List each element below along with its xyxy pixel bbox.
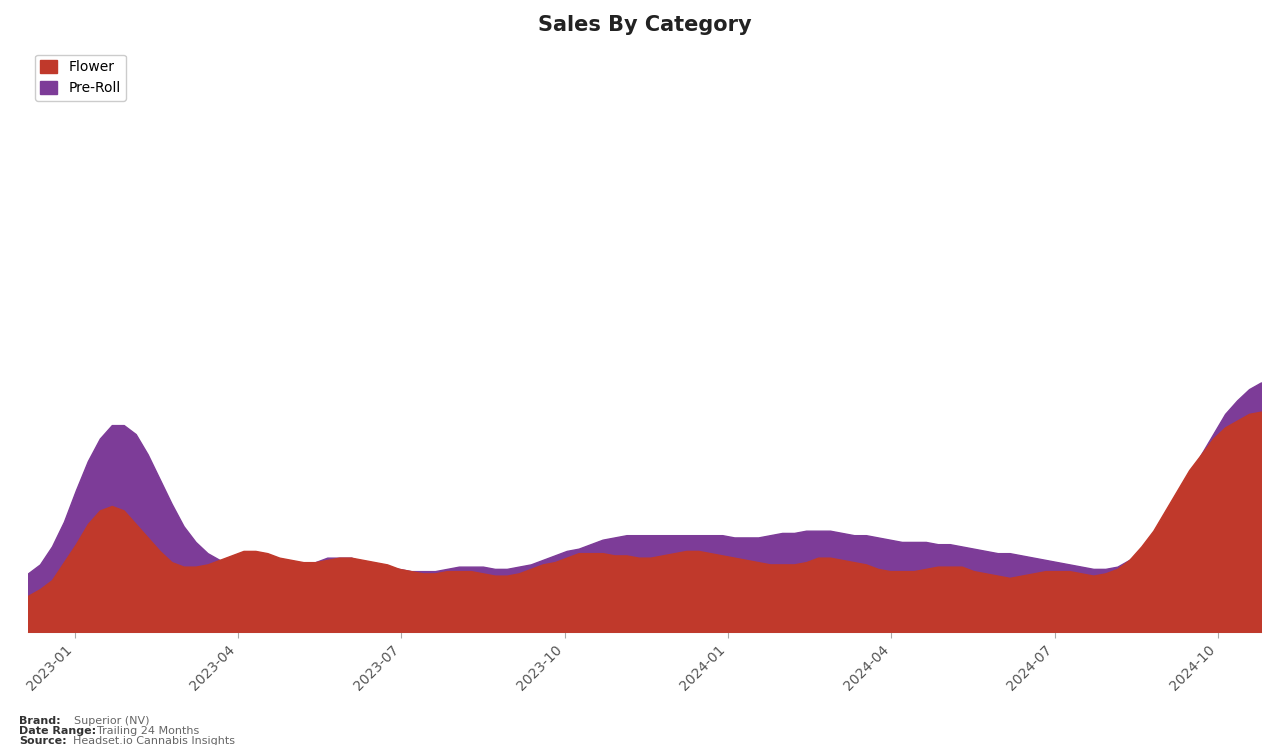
Legend: Flower, Pre-Roll: Flower, Pre-Roll — [34, 54, 126, 101]
Text: Date Range:: Date Range: — [19, 726, 96, 736]
Text: Trailing 24 Months: Trailing 24 Months — [97, 726, 199, 736]
Text: Brand:: Brand: — [19, 716, 61, 726]
Text: Source:: Source: — [19, 735, 66, 745]
Title: Sales By Category: Sales By Category — [537, 15, 752, 35]
Text: Headset.io Cannabis Insights: Headset.io Cannabis Insights — [73, 735, 235, 745]
Text: Superior (NV): Superior (NV) — [74, 716, 149, 726]
